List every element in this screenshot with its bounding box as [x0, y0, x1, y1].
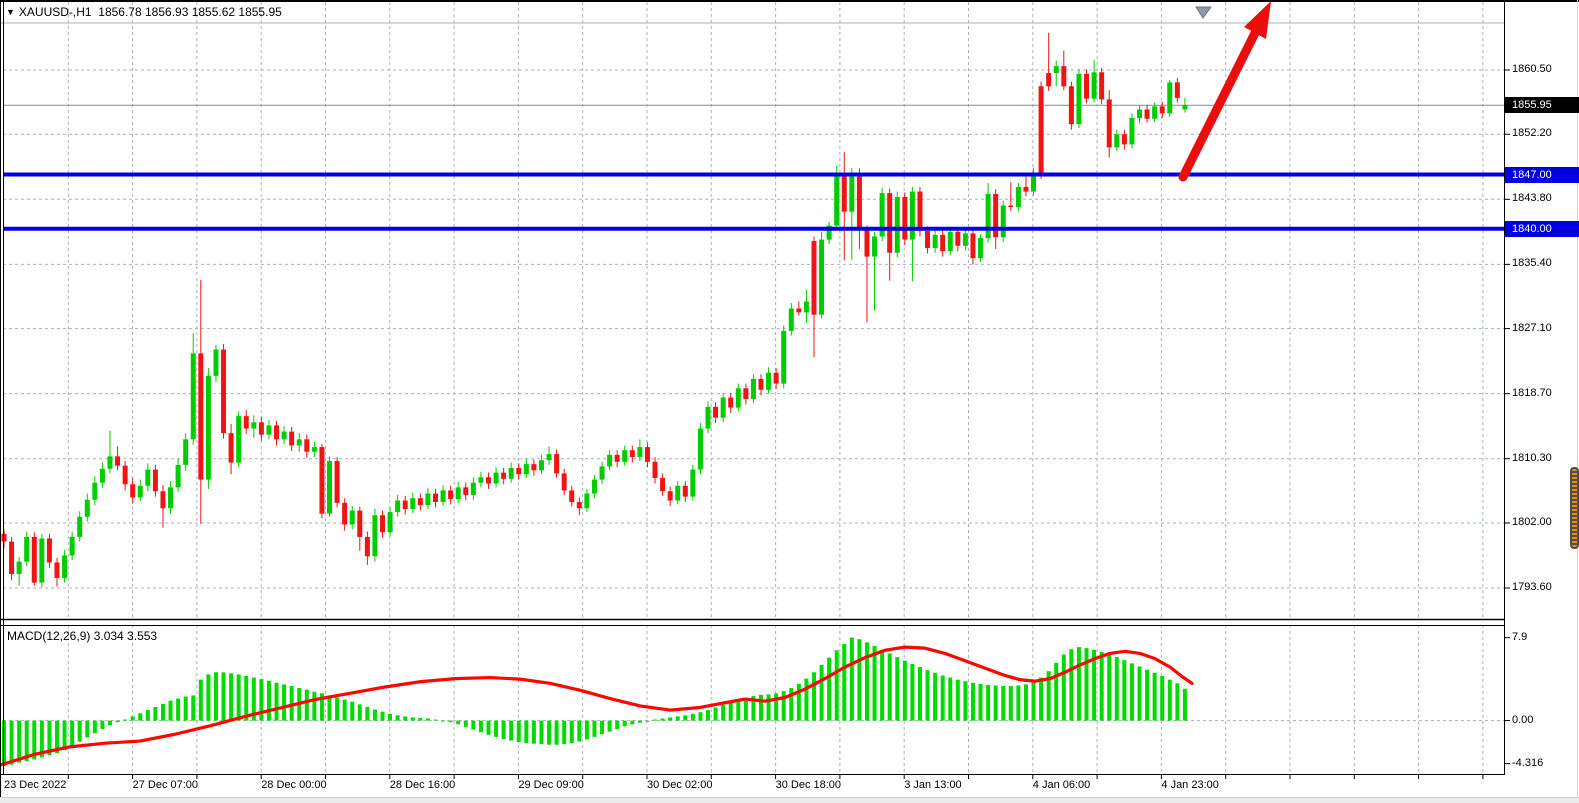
scrollbar-thumb[interactable] — [1570, 467, 1579, 549]
chevron-down-icon[interactable]: ▼ — [6, 7, 15, 17]
